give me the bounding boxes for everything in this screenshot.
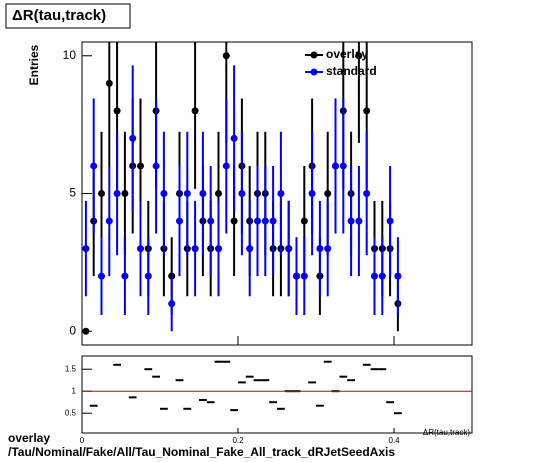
- y-tick-label: 1: [72, 386, 77, 395]
- marker: [378, 272, 386, 280]
- y-tick-label: 1.5: [65, 364, 77, 373]
- marker: [129, 134, 137, 142]
- plot-area: [89, 360, 402, 415]
- footer-line: overlay: [8, 431, 50, 445]
- marker: [215, 190, 222, 197]
- marker: [98, 190, 105, 197]
- marker: [113, 107, 121, 115]
- marker: [121, 190, 129, 197]
- legend-label: standard: [326, 64, 377, 78]
- legend-marker: [310, 51, 318, 59]
- footer-line: /Tau/Nominal/Fake/All/Tau_Nominal_Fake_A…: [8, 445, 395, 459]
- marker: [293, 272, 300, 280]
- marker: [160, 190, 168, 197]
- x-axis-label: ΔR(tau,track): [423, 428, 470, 437]
- x-tick-label: 0: [80, 436, 85, 445]
- plot-area: [82, 42, 402, 335]
- legend-label: overlay: [326, 47, 368, 61]
- marker: [152, 162, 160, 170]
- marker: [121, 272, 129, 280]
- marker: [230, 217, 238, 225]
- marker: [355, 52, 363, 60]
- marker: [386, 217, 394, 225]
- marker: [176, 217, 183, 225]
- marker: [105, 217, 113, 225]
- marker: [394, 272, 402, 280]
- marker: [137, 245, 144, 253]
- marker: [363, 190, 371, 197]
- marker: [316, 245, 324, 253]
- marker: [222, 52, 230, 60]
- marker: [82, 327, 90, 335]
- marker: [277, 190, 285, 197]
- marker: [347, 217, 355, 225]
- marker: [285, 245, 293, 253]
- marker: [339, 162, 347, 170]
- y-tick-label: 0.5: [65, 408, 77, 417]
- title-box: [5, 3, 131, 29]
- marker: [113, 190, 121, 197]
- marker: [191, 245, 199, 253]
- ratio-frame: [81, 355, 473, 434]
- marker: [355, 217, 363, 225]
- marker: [238, 190, 246, 197]
- marker: [98, 272, 105, 280]
- marker: [308, 190, 316, 197]
- marker: [168, 300, 176, 308]
- marker: [246, 245, 254, 253]
- marker: [324, 190, 332, 197]
- marker: [371, 272, 378, 280]
- marker: [82, 245, 90, 253]
- marker: [261, 217, 269, 225]
- marker: [222, 162, 230, 170]
- y-tick-label: 0: [69, 323, 76, 337]
- marker: [199, 190, 207, 197]
- marker: [215, 245, 222, 253]
- y-axis-label: Entries: [27, 44, 41, 85]
- y-tick-label: 10: [63, 48, 77, 62]
- marker: [230, 134, 238, 142]
- marker: [363, 107, 371, 115]
- marker: [254, 217, 261, 225]
- marker: [191, 107, 199, 115]
- legend-marker: [310, 68, 318, 76]
- marker: [207, 217, 215, 225]
- x-tick-label: 0.2: [232, 436, 244, 445]
- marker: [90, 162, 98, 170]
- marker: [332, 162, 339, 170]
- marker: [144, 272, 152, 280]
- x-tick-label: 0.4: [388, 436, 400, 445]
- y-tick-label: 5: [69, 186, 76, 200]
- marker: [300, 272, 308, 280]
- marker: [300, 217, 308, 225]
- marker: [137, 162, 144, 170]
- chart-title: ΔR(tau,track): [12, 7, 106, 24]
- marker: [105, 79, 113, 87]
- marker: [269, 217, 277, 225]
- marker: [183, 190, 191, 197]
- marker: [324, 245, 332, 253]
